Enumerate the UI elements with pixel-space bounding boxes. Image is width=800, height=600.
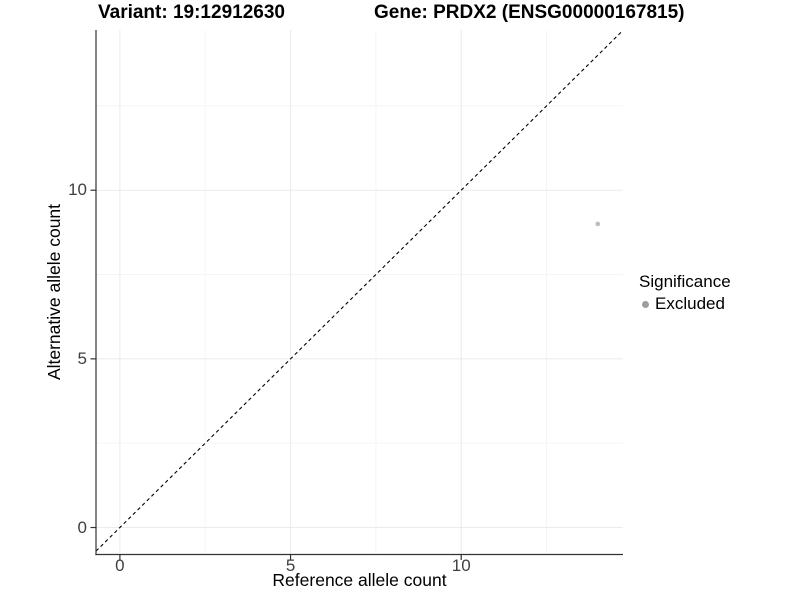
variant-title: Variant: 19:12912630: [98, 2, 285, 23]
gene-title: Gene: PRDX2 (ENSG00000167815): [374, 2, 685, 23]
y-tick-label: 0: [77, 517, 87, 537]
data-point: [595, 221, 601, 227]
legend-item-excluded: Excluded: [639, 295, 731, 313]
x-tick-label: 10: [451, 556, 471, 575]
x-tick-label: 0: [115, 556, 125, 575]
legend-point-icon: [642, 300, 649, 308]
legend-title: Significance: [639, 272, 731, 291]
legend: Significance Excluded: [639, 272, 731, 313]
legend-item-label: Excluded: [655, 294, 725, 313]
x-tick-label: 5: [285, 556, 296, 575]
y-tick-label: 10: [68, 180, 87, 200]
x-axis-title: Reference allele count: [272, 570, 447, 590]
y-tick-label: 5: [77, 348, 87, 368]
identity-reference-line: [95, 29, 624, 552]
y-axis-title: Alternative allele count: [44, 203, 64, 381]
